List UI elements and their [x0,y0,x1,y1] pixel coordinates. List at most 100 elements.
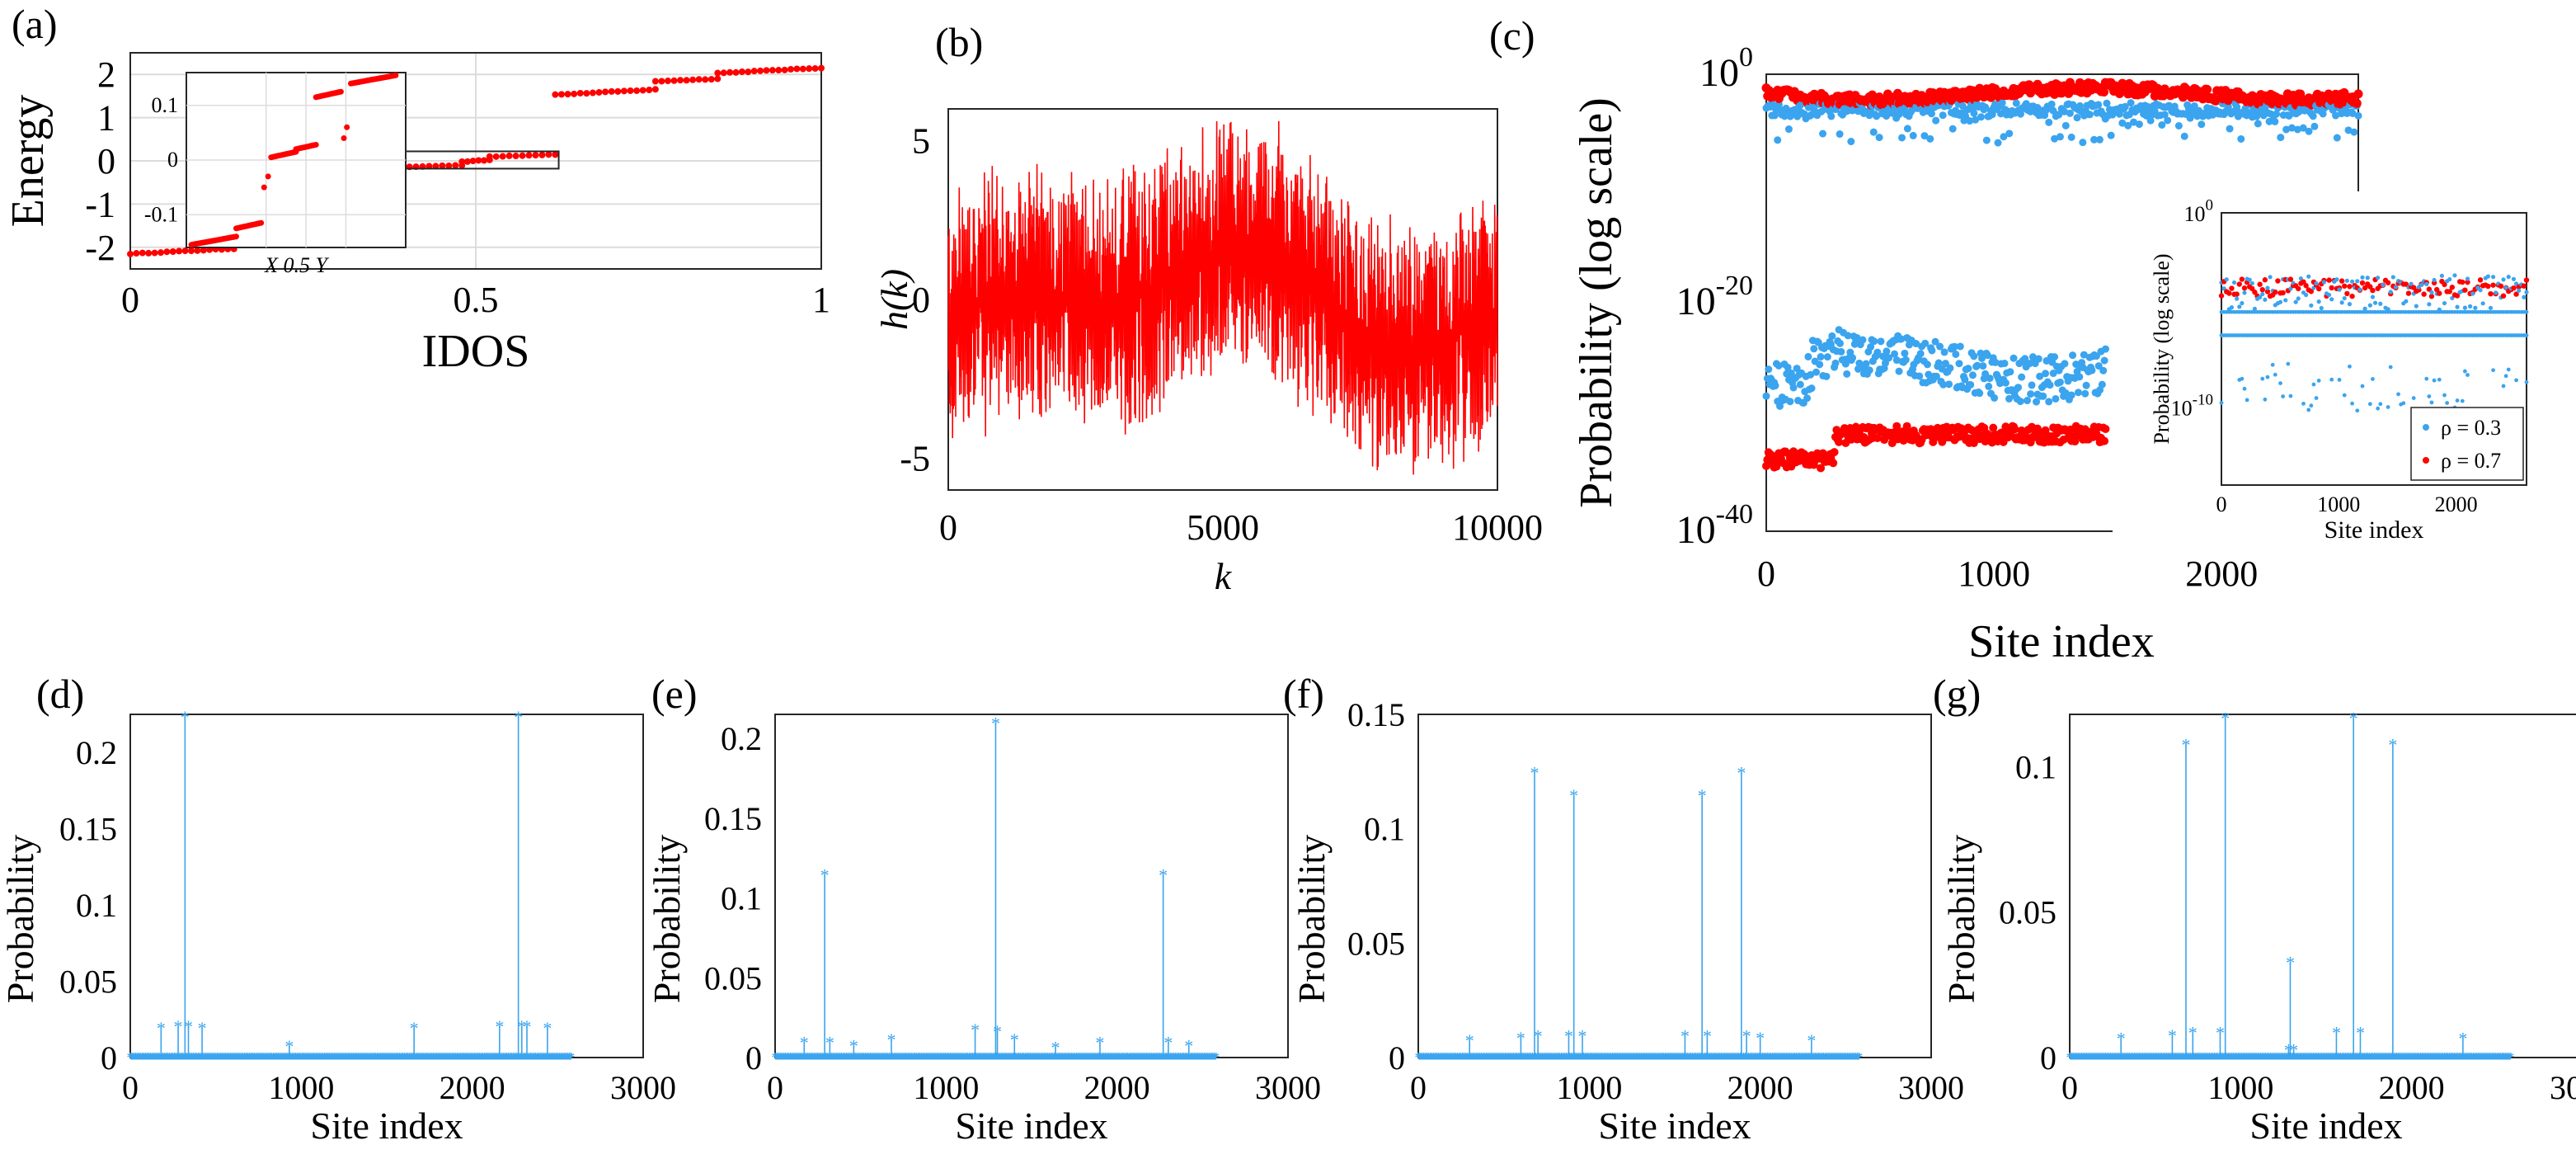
energy-point [639,87,646,94]
blue-point [2100,356,2108,365]
panel-label-a: (a) [12,1,58,47]
inset-blue-point [2501,277,2506,282]
blue-point [2001,379,2010,387]
stem-marker: * [1010,1029,1019,1050]
blue-point [1804,352,1812,360]
blue-point [1828,332,1836,340]
inset-blue-point [2342,393,2347,398]
blue-point [1968,371,1977,379]
axes-frame-f [1417,714,1932,1058]
y-tick-1e-20-base: 10 [1676,280,1716,323]
energy-point [499,153,506,160]
blue-point [2098,380,2106,389]
energy-point [194,247,201,254]
blue-point [1945,380,1953,389]
inset-blue-point [2314,396,2319,400]
blue-point [2022,100,2030,108]
blue-point [1867,343,1875,351]
blue-point [1796,101,1804,110]
stem-marker: * [849,1036,858,1057]
x-tick-label: 3000 [1898,1069,1964,1106]
inset-red-point [2329,285,2334,291]
inset-blue-point [2427,394,2432,398]
x-tick-label: 1000 [913,1069,979,1106]
blue-point [1883,347,1891,356]
inset-blue-point [2517,288,2522,293]
inset-blue-point [2242,386,2247,391]
stem-marker: * [820,865,830,885]
blue-point [2354,111,2362,120]
inset-y-label: Probability (log scale) [2150,253,2174,444]
blue-point [2124,121,2132,130]
stem-marker: * [2332,1022,2341,1043]
inset-blue-point [2432,378,2437,383]
red-point [1835,437,1844,446]
inset-red-point [2259,286,2265,293]
blue-point [2332,111,2340,120]
energy-point [689,76,697,83]
inset-red-point [2275,278,2281,284]
energy-point [651,86,659,93]
y-tick-label: 0.15 [704,800,762,837]
stem-marker: * [993,1021,1002,1042]
y-axis-label: Probability [0,835,41,1003]
blue-point [2010,354,2018,362]
inset-blue-point [2491,368,2495,373]
inset-blue-point [2260,376,2265,381]
inset-blue-point [2314,280,2319,286]
stem-marker: * [523,1016,532,1037]
inset-blue-point [2347,302,2353,307]
blue-point [1877,337,1885,346]
x-tick-label: 0 [939,507,957,548]
stem-marker: * [2286,953,2295,973]
energy-point [576,89,584,97]
y-tick-label: 0.1 [76,887,117,924]
panel-f: ****************************************… [1283,671,1964,1147]
blue-point [1786,398,1794,406]
blue-point [1985,382,1993,390]
inset-red-point [2477,277,2484,283]
energy-point [614,87,622,95]
inset-blue-point [2503,374,2508,379]
inset-blue-point [2488,305,2494,310]
y-axis-label: Probability [1940,835,1982,1003]
x-axis-label: Site index [955,1105,1107,1147]
inset-red-point [2511,285,2517,291]
inset-blue-point [2281,394,2286,398]
blue-point [2018,373,2026,381]
blue-point [2016,398,2024,406]
y-tick-label: 0 [2040,1039,2057,1077]
inset-point [341,135,347,141]
energy-point [757,67,764,74]
blue-point [2287,124,2296,132]
energy-point [133,250,140,257]
inset-blue-point [2365,276,2370,280]
energy-point [702,76,709,83]
blue-point [1775,361,1783,370]
stem-marker: * [1184,1036,1193,1057]
inset-blue-point [2309,303,2314,308]
blue-point [2309,112,2317,120]
x-tick-label: 10000 [1452,507,1543,548]
inset-blue-point [2278,381,2282,386]
panel-label-g: (g) [1933,671,1981,717]
energy-point [714,75,722,82]
blue-point [2160,111,2169,119]
inset-red-point [2280,290,2286,296]
blue-point [1934,359,1943,367]
blue-point [1843,370,1851,378]
stem-marker: * [1703,1025,1712,1046]
energy-point [608,87,615,95]
blue-point [1940,348,1948,356]
blue-point [2045,118,2053,126]
blue-point [2047,100,2056,108]
x-tick-label: 5000 [1187,507,1259,548]
energy-point [458,158,466,165]
energy-point [775,67,783,74]
inset-blue-point [2401,401,2406,406]
energy-point [151,249,158,257]
inset-blue-point [2247,277,2252,282]
inset-point [337,88,344,95]
